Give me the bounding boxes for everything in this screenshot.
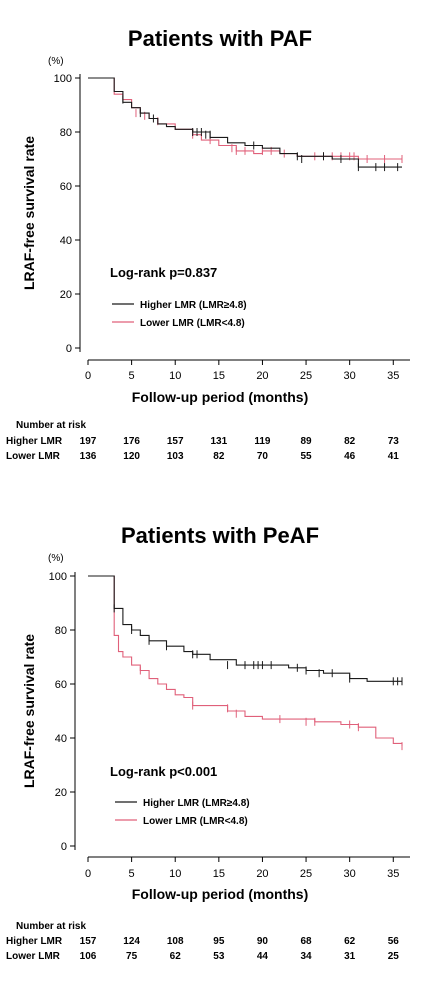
risk-table-value: 176 xyxy=(123,436,140,447)
y-tick-label: 80 xyxy=(60,127,72,139)
risk-table-value: 120 xyxy=(123,451,140,462)
risk-table-value: 119 xyxy=(254,436,271,447)
risk-table-value: 75 xyxy=(126,951,138,962)
chart-title: Patients with PeAF xyxy=(121,523,319,548)
y-tick-label: 20 xyxy=(55,787,67,799)
x-tick-label: 10 xyxy=(169,370,181,382)
risk-table-value: 53 xyxy=(213,951,225,962)
legend-label-lower-lmr: Lower LMR (LMR<4.8) xyxy=(140,318,245,329)
y-unit-label: (%) xyxy=(48,553,64,564)
x-axis-label: Follow-up period (months) xyxy=(132,886,309,902)
y-tick-label: 60 xyxy=(60,181,72,193)
risk-table-value: 62 xyxy=(170,951,182,962)
risk-table-value: 44 xyxy=(257,951,269,962)
risk-table-value: 89 xyxy=(300,436,312,447)
risk-table-value: 82 xyxy=(344,436,356,447)
risk-table-value: 73 xyxy=(388,436,400,447)
chart-title: Patients with PAF xyxy=(128,26,312,51)
risk-row-label: Higher LMR xyxy=(6,936,63,947)
risk-table-heading: Number at risk xyxy=(16,420,86,431)
x-tick-label: 20 xyxy=(256,868,268,880)
risk-table-value: 70 xyxy=(257,451,269,462)
risk-table-value: 25 xyxy=(388,951,400,962)
x-tick-label: 15 xyxy=(213,868,225,880)
x-tick-label: 35 xyxy=(387,868,399,880)
x-tick-label: 35 xyxy=(387,370,399,382)
y-tick-label: 40 xyxy=(60,235,72,247)
y-tick-label: 60 xyxy=(55,679,67,691)
risk-table-value: 157 xyxy=(167,436,184,447)
x-tick-label: 25 xyxy=(300,370,312,382)
x-tick-label: 30 xyxy=(344,868,356,880)
x-tick-label: 25 xyxy=(300,868,312,880)
risk-table-value: 68 xyxy=(300,936,312,947)
risk-row-label: Higher LMR xyxy=(6,436,63,447)
x-tick-label: 30 xyxy=(344,370,356,382)
legend-label-higher-lmr: Higher LMR (LMR≥4.8) xyxy=(140,300,247,311)
risk-table-value: 157 xyxy=(80,936,97,947)
risk-table-value: 46 xyxy=(344,451,356,462)
risk-table-value: 95 xyxy=(213,936,225,947)
y-axis-label: LRAF-free survival rate xyxy=(21,136,37,290)
risk-table-value: 31 xyxy=(344,951,356,962)
y-tick-label: 100 xyxy=(54,73,72,85)
risk-row-label: Lower LMR xyxy=(6,451,61,462)
log-rank-annotation: Log-rank p=0.837 xyxy=(110,265,217,280)
series-line-lower-lmr xyxy=(88,575,403,747)
y-tick-label: 20 xyxy=(60,289,72,301)
risk-table-value: 106 xyxy=(80,951,97,962)
risk-table-value: 136 xyxy=(80,451,97,462)
risk-table-value: 41 xyxy=(388,451,400,462)
risk-table-value: 124 xyxy=(123,936,140,947)
y-tick-label: 0 xyxy=(66,343,72,355)
y-tick-label: 40 xyxy=(55,733,67,745)
series-line-lower-lmr xyxy=(88,77,402,160)
x-tick-label: 5 xyxy=(129,370,135,382)
risk-table-value: 103 xyxy=(167,451,184,462)
y-tick-label: 0 xyxy=(61,841,67,853)
legend-label-lower-lmr: Lower LMR (LMR<4.8) xyxy=(143,816,248,827)
log-rank-annotation: Log-rank p<0.001 xyxy=(110,764,217,779)
risk-table-value: 197 xyxy=(80,436,97,447)
risk-table-value: 131 xyxy=(210,436,227,447)
y-axis-label: LRAF-free survival rate xyxy=(21,634,37,788)
risk-table-value: 34 xyxy=(300,951,312,962)
risk-table-value: 108 xyxy=(167,936,184,947)
risk-table-value: 56 xyxy=(388,936,400,947)
risk-table-heading: Number at risk xyxy=(16,921,86,932)
legend-label-higher-lmr: Higher LMR (LMR≥4.8) xyxy=(143,798,250,809)
y-unit-label: (%) xyxy=(48,56,64,67)
risk-row-label: Lower LMR xyxy=(6,951,61,962)
risk-table-value: 90 xyxy=(257,936,269,947)
x-tick-label: 0 xyxy=(85,868,91,880)
x-tick-label: 10 xyxy=(169,868,181,880)
y-tick-label: 100 xyxy=(49,571,67,583)
risk-table-value: 62 xyxy=(344,936,356,947)
x-tick-label: 0 xyxy=(85,370,91,382)
risk-table-value: 55 xyxy=(300,451,312,462)
y-tick-label: 80 xyxy=(55,625,67,637)
x-tick-label: 15 xyxy=(213,370,225,382)
x-tick-label: 5 xyxy=(129,868,135,880)
risk-table-value: 82 xyxy=(213,451,225,462)
x-axis-label: Follow-up period (months) xyxy=(132,389,309,405)
x-tick-label: 20 xyxy=(256,370,268,382)
